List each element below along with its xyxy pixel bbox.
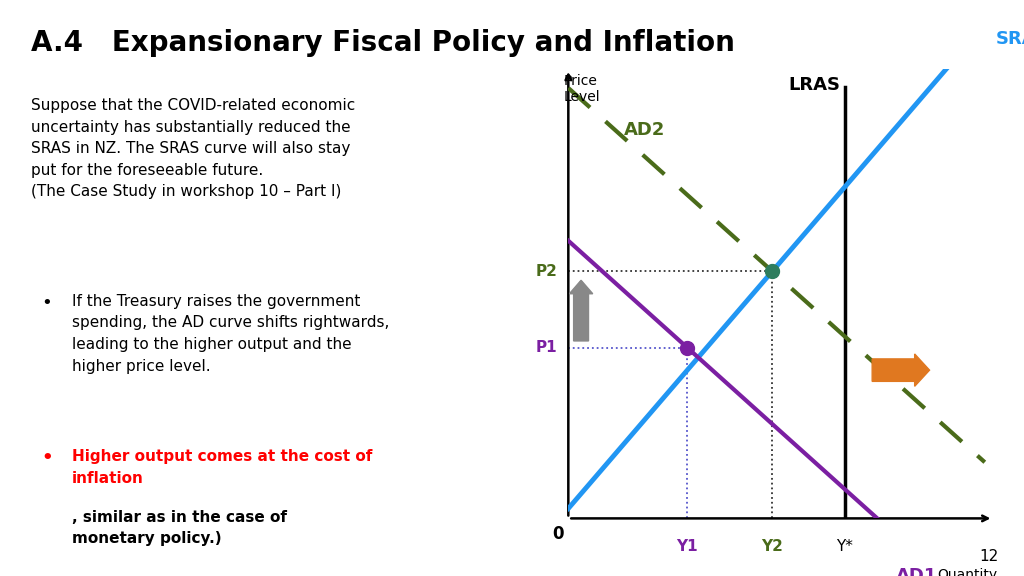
Text: 12: 12 bbox=[979, 550, 998, 564]
Text: Higher output comes at the cost of
inflation: Higher output comes at the cost of infla… bbox=[72, 449, 372, 486]
Text: AD1: AD1 bbox=[896, 567, 938, 576]
Text: If the Treasury raises the government
spending, the AD curve shifts rightwards,
: If the Treasury raises the government sp… bbox=[72, 294, 389, 374]
Text: •: • bbox=[41, 449, 52, 467]
Text: Y1: Y1 bbox=[677, 539, 698, 554]
FancyArrow shape bbox=[569, 281, 593, 341]
Text: SRAS1: SRAS1 bbox=[995, 30, 1024, 48]
Text: Price
Level: Price Level bbox=[564, 74, 601, 104]
Text: LRAS: LRAS bbox=[788, 76, 841, 94]
Text: , similar as in the case of
monetary policy.): , similar as in the case of monetary pol… bbox=[72, 510, 287, 547]
FancyArrow shape bbox=[696, 542, 762, 562]
Text: Suppose that the COVID-related economic
uncertainty has substantially reduced th: Suppose that the COVID-related economic … bbox=[31, 98, 355, 199]
Text: P1: P1 bbox=[537, 340, 558, 355]
Text: Quantity
of Output: Quantity of Output bbox=[932, 568, 997, 576]
Text: 0: 0 bbox=[552, 525, 563, 543]
Text: A.4   Expansionary Fiscal Policy and Inflation: A.4 Expansionary Fiscal Policy and Infla… bbox=[31, 29, 734, 57]
Text: •: • bbox=[41, 294, 51, 312]
Text: Y*: Y* bbox=[837, 539, 853, 554]
Text: Y2: Y2 bbox=[762, 539, 783, 554]
Text: AD2: AD2 bbox=[624, 121, 666, 139]
FancyArrow shape bbox=[872, 354, 930, 386]
Text: P2: P2 bbox=[536, 264, 558, 279]
